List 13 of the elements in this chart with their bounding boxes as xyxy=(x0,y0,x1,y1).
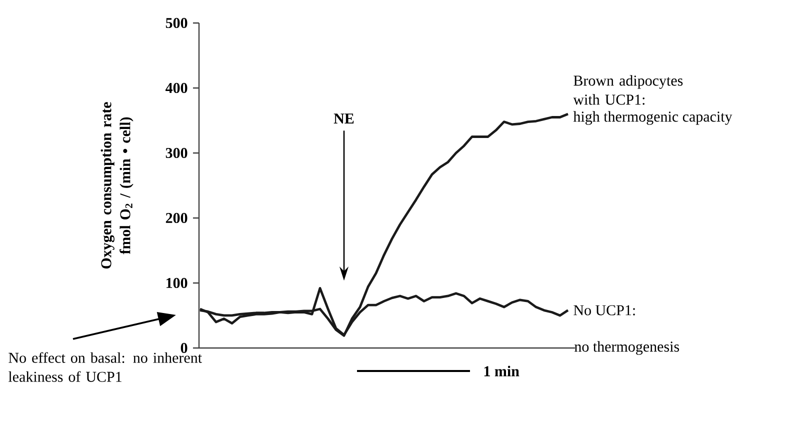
text: No effect on basal: no inherent leakiness of UCP1 xyxy=(8,352,202,382)
series-label: Brown adipocytes with UCP1: xyxy=(573,75,683,105)
series-label: No UCP1: xyxy=(574,305,635,316)
y-tick-label: 100 xyxy=(166,278,188,288)
y-tick-label: 200 xyxy=(166,212,188,224)
y-tick-label: 300 xyxy=(166,148,188,158)
annotation: NE xyxy=(334,114,354,124)
text: 1 min xyxy=(484,366,520,376)
annotation: no thermogenesis xyxy=(574,341,680,355)
annotation: high thermogenic capacity xyxy=(573,111,732,125)
y-tick-label: 500 xyxy=(166,18,188,28)
y-tick-label: 400 xyxy=(166,82,188,94)
y-tick-label: 0 xyxy=(180,342,188,354)
